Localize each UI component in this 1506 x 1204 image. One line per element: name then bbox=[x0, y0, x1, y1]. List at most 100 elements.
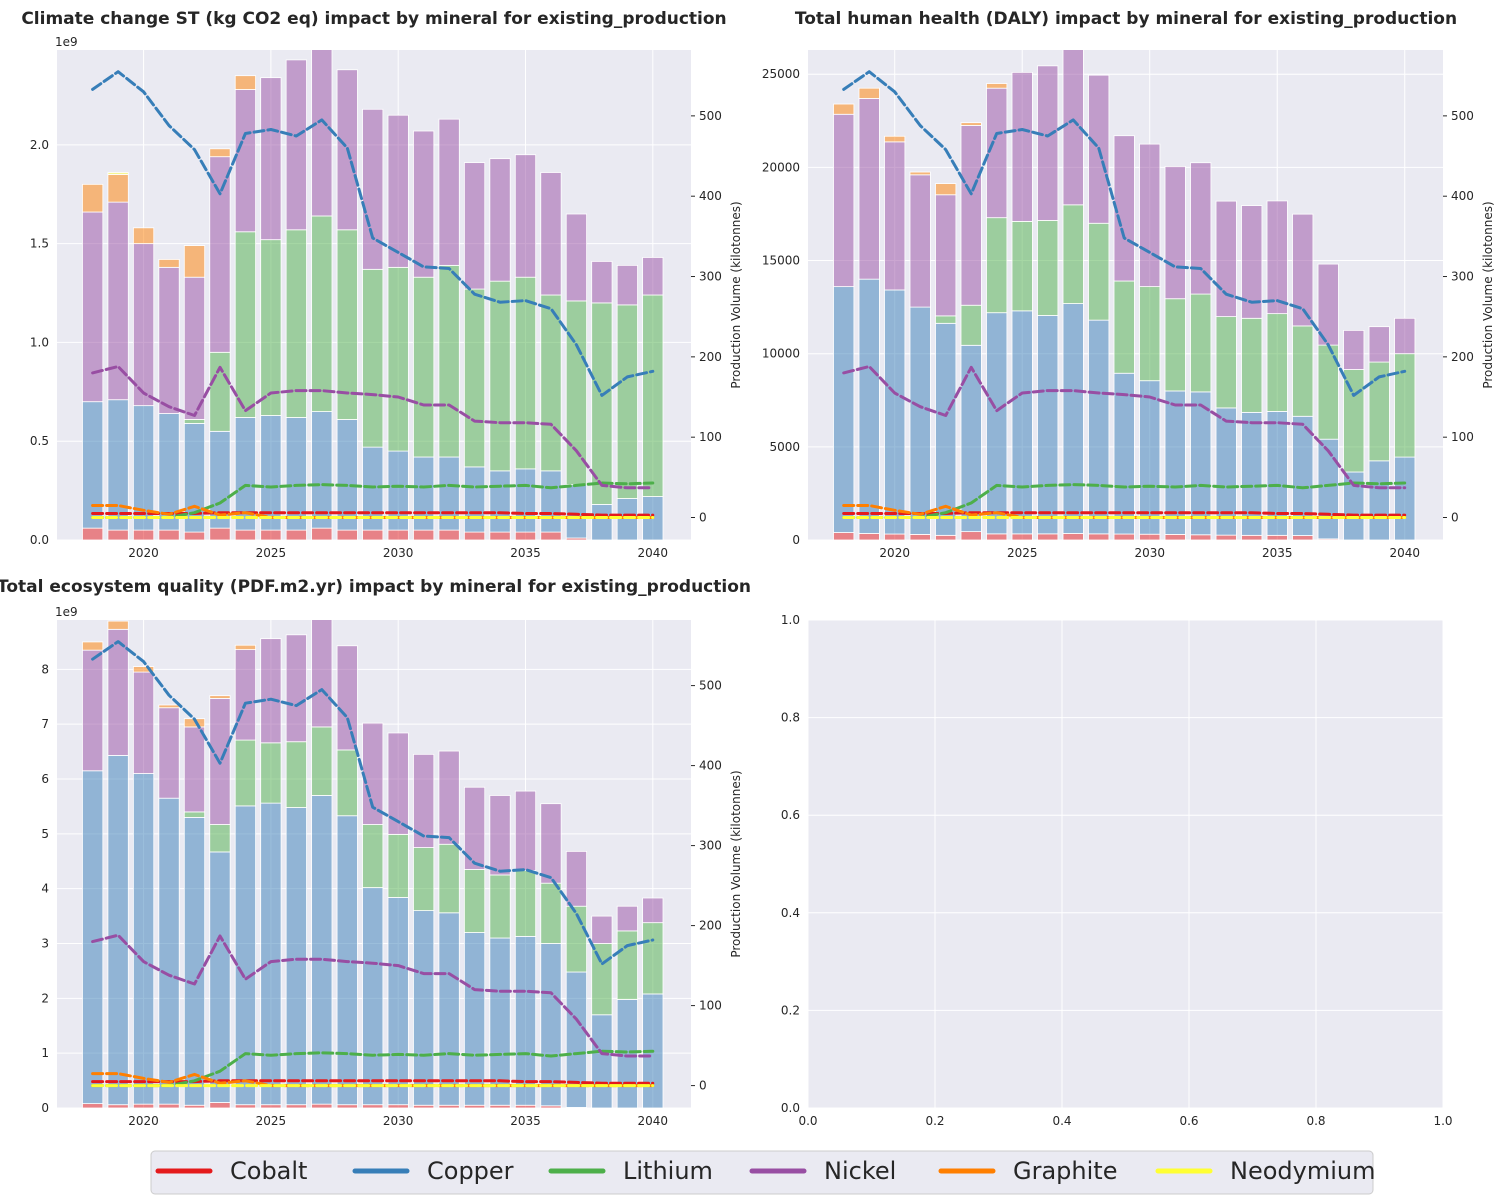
bar-nickel bbox=[183, 726, 206, 813]
bar-cobalt bbox=[311, 1103, 333, 1108]
bar-cobalt bbox=[540, 531, 562, 540]
bar-lithium bbox=[935, 315, 957, 324]
bar-copper bbox=[1011, 310, 1033, 535]
bar-copper bbox=[565, 971, 588, 1108]
bar-nickel bbox=[489, 795, 511, 876]
bar-graphite bbox=[183, 245, 206, 278]
bar-graphite bbox=[986, 83, 1008, 89]
y2-axis-label: Production Volume (kilotonnes) bbox=[1481, 201, 1495, 388]
x-tick-label: 2035 bbox=[510, 546, 541, 560]
y2-tick-label: 0 bbox=[699, 1079, 707, 1093]
bar-copper bbox=[387, 897, 409, 1106]
bar-nickel bbox=[1164, 166, 1186, 300]
bar-lithium bbox=[960, 304, 982, 346]
x-tick-label: 2030 bbox=[383, 1114, 414, 1128]
production-line-copper bbox=[842, 70, 1407, 397]
bar-lithium bbox=[1215, 316, 1237, 409]
bar-graphite bbox=[858, 87, 880, 99]
bar-copper bbox=[234, 805, 257, 1106]
bar-lithium bbox=[463, 869, 486, 933]
bar-graphite bbox=[833, 103, 855, 115]
bar-graphite bbox=[107, 620, 129, 630]
bar-nickel bbox=[387, 732, 409, 835]
bar-copper bbox=[413, 456, 435, 531]
bar-lithium bbox=[1037, 220, 1059, 316]
bar-graphite bbox=[132, 227, 155, 245]
bar-nickel bbox=[260, 638, 282, 744]
y2-tick-label: 100 bbox=[699, 430, 722, 444]
bar-nickel bbox=[158, 707, 180, 799]
bar-lithium bbox=[514, 870, 537, 937]
bar-lithium bbox=[387, 833, 409, 898]
bar-nickel bbox=[463, 162, 486, 290]
x-tick-label: 0.2 bbox=[925, 1114, 944, 1128]
bar-cobalt bbox=[489, 1104, 511, 1108]
y-tick-label: 7 bbox=[41, 717, 49, 731]
bar-nickel bbox=[387, 114, 409, 268]
bar-cobalt bbox=[1190, 534, 1212, 540]
bar-lithium bbox=[234, 231, 257, 418]
bar-nickel bbox=[1368, 326, 1390, 363]
bar-nickel bbox=[285, 634, 307, 743]
bar-copper bbox=[209, 851, 231, 1103]
bar-cobalt bbox=[158, 1103, 180, 1108]
y-tick-label: 1.0 bbox=[30, 335, 49, 349]
bar-cobalt bbox=[833, 532, 855, 540]
bar-nickel bbox=[209, 156, 231, 353]
bar-lithium bbox=[514, 276, 537, 470]
bar-lithium bbox=[540, 294, 562, 472]
plot-area bbox=[82, 620, 664, 1108]
bar-cobalt bbox=[438, 1104, 460, 1108]
y-tick-label: 25000 bbox=[762, 67, 800, 81]
y2-tick-label: 0 bbox=[699, 511, 707, 525]
y-tick-label: 0.6 bbox=[781, 808, 800, 822]
y-tick-label: 2.0 bbox=[30, 138, 49, 152]
bar-nickel bbox=[285, 59, 307, 231]
bar-lithium bbox=[209, 351, 231, 432]
bar-nickel bbox=[1139, 143, 1161, 288]
x-tick-label: 2020 bbox=[879, 546, 910, 560]
bar-lithium bbox=[311, 215, 333, 412]
bar-copper bbox=[183, 816, 206, 1106]
bar-copper bbox=[935, 322, 957, 536]
bar-copper bbox=[565, 484, 588, 539]
bar-graphite bbox=[935, 183, 957, 196]
legend-item-cobalt: Cobalt bbox=[155, 1157, 307, 1185]
bar-copper bbox=[858, 278, 880, 534]
y-multiplier-label: 1e9 bbox=[55, 35, 78, 49]
y-tick-label: 8 bbox=[41, 662, 49, 676]
x-tick-label: 2030 bbox=[1134, 546, 1165, 560]
bar-lithium bbox=[1394, 353, 1416, 458]
chart-panel-0: 2020 2025 2030 2035 2040 0.0 0.5 1.0 1.5 2.0 1e9 0 1… bbox=[21, 9, 743, 560]
bar-nickel bbox=[591, 915, 613, 944]
x-tick-label: 2040 bbox=[638, 546, 669, 560]
bar-nickel bbox=[132, 671, 155, 774]
bar-lithium bbox=[1011, 221, 1033, 312]
bar-cobalt bbox=[387, 1104, 409, 1108]
bar-cobalt bbox=[387, 529, 409, 540]
bar-lithium bbox=[260, 742, 282, 804]
x-tick-label: 2020 bbox=[128, 546, 159, 560]
bar-copper bbox=[285, 807, 307, 1106]
x-tick-label: 0.8 bbox=[1306, 1114, 1325, 1128]
bar-lithium bbox=[336, 749, 358, 817]
y2-tick-label: 300 bbox=[1451, 270, 1474, 284]
bar-nickel bbox=[616, 264, 638, 306]
bar-lithium bbox=[183, 419, 206, 424]
x-tick-label: 0.4 bbox=[1052, 1114, 1071, 1128]
bar-nickel bbox=[1190, 162, 1212, 295]
bar-lithium bbox=[413, 847, 435, 912]
y-tick-label: 15000 bbox=[762, 254, 800, 268]
legend-item-lithium: Lithium bbox=[548, 1157, 713, 1185]
bar-copper bbox=[107, 399, 129, 531]
y-tick-label: 0.4 bbox=[781, 906, 800, 920]
bar-cobalt bbox=[1164, 534, 1186, 540]
bar-nickel bbox=[1394, 317, 1416, 355]
bar-nickel bbox=[642, 897, 664, 924]
plot-area bbox=[82, 50, 664, 540]
bar-lithium bbox=[438, 264, 460, 458]
x-tick-label: 0.0 bbox=[798, 1114, 817, 1128]
bar-lithium bbox=[1113, 280, 1135, 374]
bar-copper bbox=[362, 887, 384, 1106]
chart-panel-2: 2020 2025 2030 2035 2040 0 1 2 3 4 5 6 7 8 1e9 0 100 200 3… bbox=[0, 577, 751, 1128]
